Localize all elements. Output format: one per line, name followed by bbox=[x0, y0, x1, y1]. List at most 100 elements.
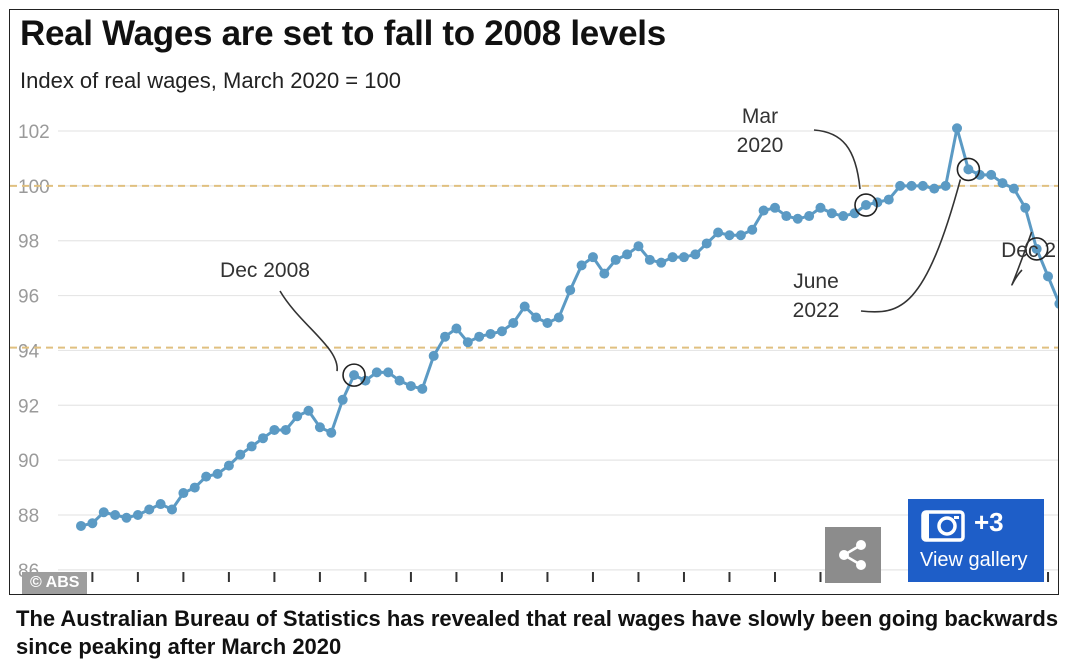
annotation-label: Mar 2020 bbox=[737, 105, 784, 157]
data-point bbox=[383, 367, 394, 378]
data-point bbox=[542, 318, 553, 328]
data-point bbox=[337, 394, 348, 405]
data-point bbox=[462, 337, 473, 348]
data-point bbox=[1020, 202, 1031, 213]
data-point bbox=[440, 331, 451, 342]
data-point bbox=[895, 180, 906, 191]
data-point bbox=[986, 169, 997, 180]
line-chart: 86889092949698100102 Dec 2008Mar2020June… bbox=[10, 105, 1058, 582]
data-point bbox=[940, 180, 951, 191]
data-point bbox=[997, 178, 1008, 189]
annotation-circle bbox=[956, 157, 981, 182]
data-point bbox=[906, 180, 917, 191]
data-point bbox=[258, 433, 269, 444]
data-point bbox=[1054, 299, 1058, 309]
data-point bbox=[622, 249, 633, 260]
data-point bbox=[1008, 183, 1019, 194]
data-point bbox=[633, 241, 644, 252]
data-point bbox=[144, 504, 155, 515]
y-tick-label: 92 bbox=[18, 396, 39, 417]
data-point bbox=[417, 383, 428, 394]
annotation-label: Dec 2008 bbox=[220, 259, 310, 282]
y-tick-label: 102 bbox=[18, 122, 50, 143]
annotation-arrow bbox=[1011, 231, 1033, 286]
data-point bbox=[690, 249, 701, 260]
data-point bbox=[861, 200, 871, 211]
data-point bbox=[474, 331, 485, 342]
data-point bbox=[167, 504, 178, 515]
data-point bbox=[178, 488, 189, 499]
source-credit: © ABS bbox=[22, 572, 88, 594]
gallery-count: +3 bbox=[974, 507, 1004, 537]
data-point bbox=[394, 375, 405, 386]
data-point bbox=[883, 194, 894, 205]
chart-subtitle: Index of real wages, March 2020 = 100 bbox=[20, 68, 401, 93]
data-point bbox=[292, 411, 303, 422]
data-point bbox=[155, 499, 166, 510]
data-point bbox=[610, 254, 621, 265]
annotation-circle bbox=[342, 363, 366, 387]
y-tick-label: 94 bbox=[18, 341, 40, 362]
data-point bbox=[952, 123, 963, 134]
data-point bbox=[792, 213, 803, 224]
data-point bbox=[1043, 271, 1054, 282]
data-point bbox=[531, 312, 542, 323]
data-point bbox=[713, 227, 724, 238]
annotation-label: Dec 2 bbox=[1001, 239, 1056, 262]
data-point bbox=[223, 460, 234, 471]
y-tick-label: 88 bbox=[18, 506, 39, 527]
data-point bbox=[735, 230, 746, 241]
chart-title: Real Wages are set to fall to 2008 level… bbox=[20, 14, 666, 53]
data-point bbox=[724, 230, 735, 241]
data-point bbox=[371, 367, 382, 378]
data-point bbox=[496, 326, 507, 337]
annotation-arrow bbox=[279, 290, 338, 372]
data-point bbox=[826, 208, 837, 219]
data-point bbox=[769, 202, 780, 213]
data-point bbox=[929, 183, 940, 194]
data-point bbox=[360, 375, 371, 386]
data-point bbox=[349, 370, 360, 381]
data-point bbox=[235, 449, 246, 460]
data-point bbox=[87, 518, 98, 529]
data-point bbox=[781, 211, 792, 222]
data-point bbox=[246, 441, 257, 452]
y-tick-label: 90 bbox=[18, 451, 39, 472]
y-tick-label: 96 bbox=[18, 287, 39, 308]
data-point bbox=[963, 164, 974, 175]
data-point bbox=[269, 424, 280, 435]
data-point bbox=[838, 211, 849, 222]
data-point bbox=[280, 424, 291, 435]
annotation-circle bbox=[854, 193, 878, 217]
data-point bbox=[326, 427, 337, 438]
data-point bbox=[451, 323, 462, 334]
annotation-arrow bbox=[813, 129, 861, 190]
annotation-arrow bbox=[860, 179, 962, 313]
data-point bbox=[405, 381, 416, 392]
chart-frame: Real Wages are set to fall to 2008 level… bbox=[9, 9, 1059, 595]
data-point bbox=[508, 318, 519, 328]
data-point bbox=[485, 328, 496, 339]
data-point bbox=[576, 260, 587, 271]
share-button[interactable] bbox=[825, 527, 881, 583]
data-point bbox=[667, 252, 678, 263]
data-point bbox=[212, 468, 223, 479]
data-point bbox=[656, 257, 667, 268]
data-point bbox=[98, 507, 109, 518]
gallery-label: View gallery bbox=[920, 549, 1028, 571]
image-caption: The Australian Bureau of Statistics has … bbox=[16, 606, 1059, 659]
data-point bbox=[815, 202, 826, 213]
data-point bbox=[917, 180, 928, 191]
data-point bbox=[565, 285, 576, 296]
data-point bbox=[758, 205, 769, 216]
view-gallery-button[interactable]: +3 View gallery bbox=[908, 499, 1044, 582]
data-point bbox=[519, 301, 530, 312]
y-tick-label: 98 bbox=[18, 232, 39, 253]
data-point bbox=[110, 510, 121, 520]
data-point bbox=[314, 422, 325, 433]
data-point bbox=[587, 252, 598, 263]
annotation-label: June 2022 bbox=[793, 270, 840, 322]
camera-icon bbox=[921, 510, 965, 542]
data-point bbox=[804, 211, 815, 222]
data-point bbox=[701, 238, 712, 249]
